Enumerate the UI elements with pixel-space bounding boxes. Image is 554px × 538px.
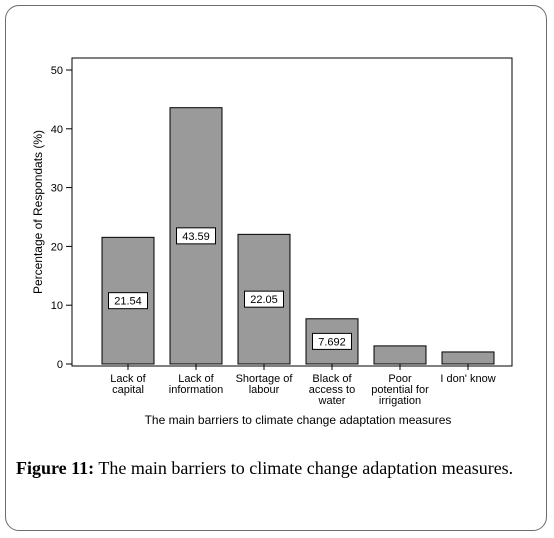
x-tick-label: potential for <box>371 384 429 396</box>
x-axis-title: The main barriers to climate change adap… <box>145 413 452 427</box>
y-axis-title: Percentage of Respondats (%) <box>31 130 45 294</box>
x-tick-label: labour <box>249 384 280 396</box>
bar <box>441 351 495 365</box>
data-label: 22.05 <box>250 294 278 306</box>
x-tick-label: irrigation <box>379 395 421 407</box>
y-tick-label: 40 <box>51 124 63 136</box>
y-tick-label: 10 <box>51 300 63 312</box>
data-label: 43.59 <box>182 231 210 243</box>
data-label-box <box>244 290 284 308</box>
x-tick-label: I don' know <box>440 373 495 385</box>
x-tick-label: Shortage of <box>236 373 294 385</box>
data-label: 7.692 <box>318 336 346 348</box>
x-tick-label: capital <box>112 384 144 396</box>
x-tick-label: Lack of <box>110 373 146 385</box>
bar-chart: 0 10 20 30 40 50 21.54 43.59 22.05 7.692 Lack of… <box>31 57 513 427</box>
x-tick-label: Lack of <box>178 373 214 385</box>
plot-area <box>71 57 513 367</box>
data-label-box <box>108 292 148 310</box>
bar <box>373 345 427 365</box>
y-tick-label: 0 <box>57 359 63 371</box>
x-tick-label: water <box>318 395 346 407</box>
x-tick-label: Black of <box>312 373 352 385</box>
y-tick-label: 30 <box>51 183 63 195</box>
y-tick-label: 50 <box>51 65 63 77</box>
data-label-box <box>312 332 352 350</box>
figure-caption: Figure 11: The main barriers to climate … <box>16 456 540 480</box>
x-tick-label: access to <box>309 384 355 396</box>
y-tick-label: 20 <box>51 241 63 253</box>
figure-label: Figure 11: <box>16 458 95 478</box>
figure-caption-text: The main barriers to climate change adap… <box>98 458 514 478</box>
data-label: 21.54 <box>114 296 142 308</box>
data-label-box <box>176 227 216 245</box>
x-tick-label: information <box>169 384 223 396</box>
x-tick-label: Poor <box>388 373 412 385</box>
